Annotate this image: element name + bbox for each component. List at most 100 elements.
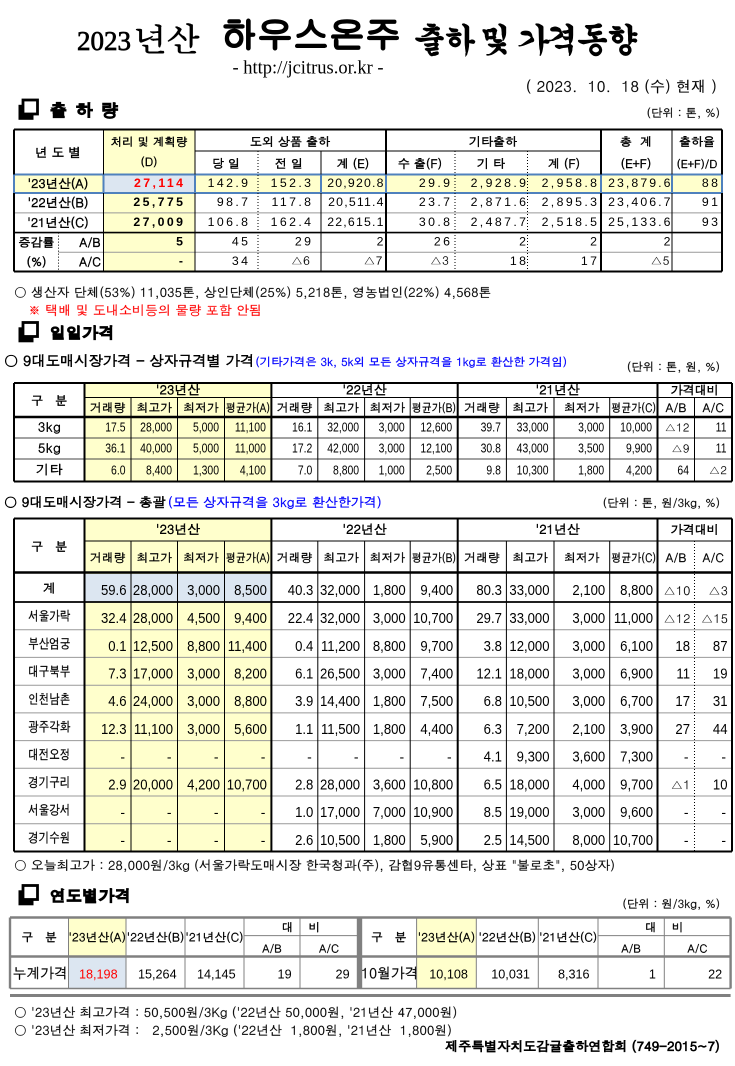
- svg-text:11,400: 11,400: [228, 637, 267, 654]
- svg-text:11,100: 11,100: [134, 720, 173, 737]
- svg-text:11,000: 11,000: [614, 609, 653, 626]
- svg-text:42,000: 42,000: [327, 442, 359, 456]
- svg-text:33,000: 33,000: [517, 421, 549, 435]
- svg-text:64: 64: [677, 463, 689, 477]
- svg-text:12.3: 12.3: [101, 720, 127, 737]
- svg-text:10,031: 10,031: [491, 966, 530, 981]
- svg-text:10,500: 10,500: [320, 831, 360, 848]
- svg-text:5: 5: [176, 234, 185, 248]
- svg-text:12,000: 12,000: [509, 637, 549, 654]
- svg-text:0.4: 0.4: [295, 637, 313, 654]
- svg-text:2: 2: [590, 234, 599, 248]
- svg-text:-: -: [167, 749, 172, 765]
- svg-text:8,800: 8,800: [620, 581, 653, 598]
- svg-text:11: 11: [716, 421, 727, 435]
- svg-text:3,000: 3,000: [379, 421, 405, 435]
- svg-text:28,000: 28,000: [140, 421, 172, 435]
- svg-text:-: -: [179, 254, 186, 268]
- svg-text:10,700: 10,700: [613, 831, 653, 848]
- svg-text:-: -: [447, 749, 452, 765]
- svg-text:98.7: 98.7: [217, 195, 251, 209]
- svg-text:3.8: 3.8: [484, 637, 502, 654]
- svg-text:0.1: 0.1: [108, 637, 126, 654]
- svg-text:12,100: 12,100: [420, 442, 452, 456]
- svg-text:3,000: 3,000: [572, 609, 605, 626]
- svg-text:6.1: 6.1: [295, 665, 313, 682]
- svg-text:3,000: 3,000: [187, 720, 220, 737]
- svg-text:17.5: 17.5: [105, 421, 125, 435]
- svg-text:7,500: 7,500: [420, 692, 453, 709]
- svg-text:5,000: 5,000: [193, 421, 219, 435]
- svg-text:11,500: 11,500: [321, 720, 360, 737]
- svg-text:17.2: 17.2: [292, 442, 312, 456]
- svg-text:12.1: 12.1: [476, 665, 502, 682]
- svg-text:22.4: 22.4: [288, 609, 314, 626]
- svg-text:2.8: 2.8: [295, 776, 313, 793]
- svg-text:18,000: 18,000: [509, 665, 549, 682]
- svg-text:36.1: 36.1: [105, 442, 125, 456]
- svg-text:9,400: 9,400: [234, 609, 267, 626]
- svg-text:2,895.3: 2,895.3: [542, 195, 600, 209]
- svg-text:4,200: 4,200: [187, 776, 220, 793]
- svg-text:25,133.6: 25,133.6: [608, 215, 673, 229]
- svg-text:6.8: 6.8: [484, 692, 502, 709]
- svg-text:1,800: 1,800: [578, 463, 604, 477]
- svg-text:4.6: 4.6: [108, 692, 126, 709]
- svg-text:12,600: 12,600: [420, 421, 452, 435]
- svg-text:18,198: 18,198: [79, 966, 118, 981]
- svg-text:2,487.7: 2,487.7: [471, 215, 529, 229]
- svg-text:106.8: 106.8: [208, 215, 251, 229]
- svg-text:-: -: [120, 749, 125, 765]
- svg-text:3,000: 3,000: [379, 442, 405, 456]
- svg-text:3,000: 3,000: [373, 609, 406, 626]
- svg-text:8,800: 8,800: [373, 637, 406, 654]
- svg-text:8.5: 8.5: [484, 803, 502, 820]
- svg-text:3,000: 3,000: [187, 581, 220, 598]
- svg-text:10,900: 10,900: [413, 803, 453, 820]
- svg-text:3,000: 3,000: [187, 692, 220, 709]
- svg-text:6,700: 6,700: [620, 692, 653, 709]
- svg-text:20,000: 20,000: [133, 776, 173, 793]
- svg-text:40.3: 40.3: [288, 581, 314, 598]
- svg-text:88: 88: [702, 176, 720, 190]
- svg-text:32,000: 32,000: [320, 581, 360, 598]
- svg-text:4.1: 4.1: [484, 748, 502, 765]
- svg-text:10,800: 10,800: [413, 776, 453, 793]
- svg-text:11: 11: [676, 665, 690, 682]
- svg-text:5,900: 5,900: [420, 831, 453, 848]
- svg-text:27,009: 27,009: [133, 215, 185, 229]
- svg-text:-: -: [167, 832, 172, 848]
- svg-text:16.1: 16.1: [292, 421, 312, 435]
- svg-text:1.0: 1.0: [295, 803, 313, 820]
- svg-text:8,200: 8,200: [234, 665, 267, 682]
- svg-text:14,145: 14,145: [197, 966, 236, 981]
- svg-text:9,700: 9,700: [620, 776, 653, 793]
- svg-text:2,871.6: 2,871.6: [471, 195, 529, 209]
- svg-text:-: -: [354, 749, 359, 765]
- svg-text:7,400: 7,400: [420, 665, 453, 682]
- svg-text:3,000: 3,000: [572, 803, 605, 820]
- svg-text:7,000: 7,000: [373, 803, 406, 820]
- svg-text:2,518.5: 2,518.5: [542, 215, 600, 229]
- svg-text:3,000: 3,000: [578, 421, 604, 435]
- svg-text:3,000: 3,000: [572, 665, 605, 682]
- svg-text:8,800: 8,800: [234, 692, 267, 709]
- svg-text:27: 27: [675, 720, 690, 737]
- svg-text:-: -: [684, 749, 689, 765]
- svg-text:23,879.6: 23,879.6: [608, 176, 673, 190]
- svg-text:-: -: [261, 804, 266, 820]
- svg-text:20,920.8: 20,920.8: [327, 176, 384, 190]
- svg-text:2,958.8: 2,958.8: [542, 176, 600, 190]
- svg-text:29.9: 29.9: [419, 176, 453, 190]
- svg-text:-: -: [261, 749, 266, 765]
- svg-text:-: -: [261, 832, 266, 848]
- svg-text:23.7: 23.7: [419, 195, 453, 209]
- svg-text:9,300: 9,300: [517, 748, 550, 765]
- svg-text:32,000: 32,000: [327, 421, 359, 435]
- svg-text:45: 45: [232, 234, 250, 248]
- svg-text:9,600: 9,600: [620, 803, 653, 820]
- svg-text:17,000: 17,000: [320, 803, 360, 820]
- svg-text:8,000: 8,000: [572, 831, 605, 848]
- svg-text:-: -: [214, 832, 219, 848]
- svg-text:3,600: 3,600: [373, 776, 406, 793]
